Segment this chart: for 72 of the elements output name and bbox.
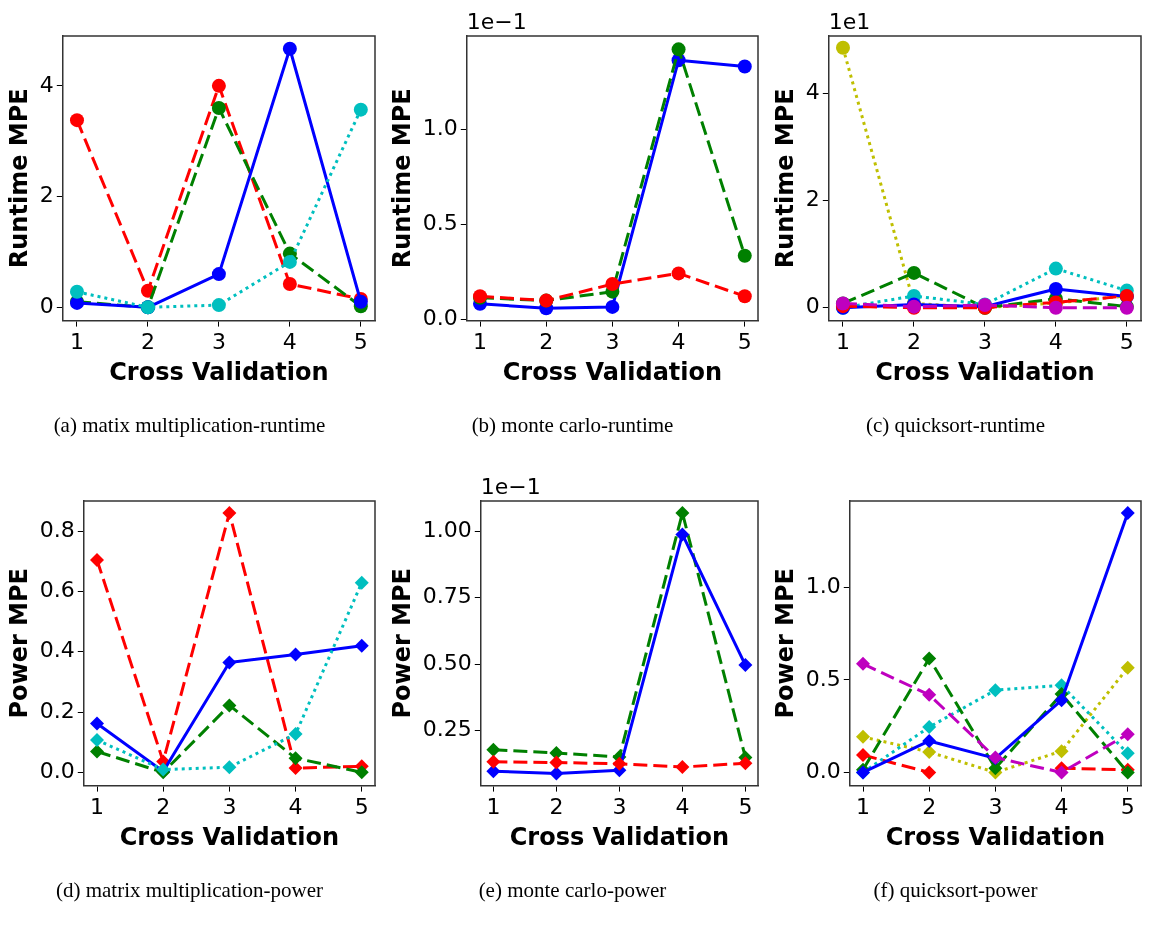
x-tick-label: 1 — [856, 793, 871, 819]
x-tick-label: 3 — [222, 793, 237, 819]
y-axis-title: Runtime MPE — [770, 88, 799, 269]
y-tick-label: 0.0 — [805, 758, 841, 784]
x-tick-label: 4 — [1048, 328, 1063, 354]
x-axis-title: Cross Validation — [109, 357, 329, 386]
y-tick-label: 0.0 — [422, 305, 458, 331]
y-axis-title: Runtime MPE — [387, 88, 416, 269]
x-tick-label: 1 — [90, 793, 105, 819]
x-tick-label: 5 — [737, 328, 752, 354]
x-tick-label: 3 — [977, 328, 992, 354]
text: 1e−1 — [466, 8, 527, 34]
y-tick-label: 0.5 — [422, 210, 458, 236]
x-tick-label: 1 — [835, 328, 850, 354]
x-tick-label: 2 — [922, 793, 937, 819]
x-tick-label: 3 — [605, 328, 620, 354]
x-tick-label: 2 — [906, 328, 921, 354]
y-tick-label: 0 — [805, 293, 820, 319]
y-tick-label: 2 — [805, 186, 820, 212]
x-tick-label: 4 — [671, 328, 686, 354]
y-tick-label: 0.0 — [39, 758, 75, 784]
y-tick-label: 0.8 — [39, 516, 75, 542]
text: (b) monte carlo-runtime — [471, 412, 674, 437]
x-tick-label: 5 — [1120, 793, 1135, 819]
text: 1e−1 — [480, 473, 541, 499]
text: 1e1 — [828, 8, 871, 34]
x-tick-label: 4 — [675, 793, 690, 819]
y-axis-title: Power MPE — [770, 568, 799, 719]
x-axis-title: Cross Validation — [875, 357, 1095, 386]
y-tick-label: 0.75 — [422, 583, 472, 609]
x-tick-label: 4 — [1054, 793, 1069, 819]
x-tick-label: 4 — [288, 793, 303, 819]
x-tick-label: 3 — [211, 328, 226, 354]
x-axis-title: Cross Validation — [509, 822, 730, 851]
x-tick-label: 1 — [473, 328, 488, 354]
x-tick-label: 2 — [140, 328, 155, 354]
x-tick-label: 2 — [539, 328, 554, 354]
y-axis-title: Power MPE — [4, 568, 33, 719]
text: (a) matix multiplication-runtime — [53, 412, 326, 437]
y-tick-label: 1.0 — [422, 115, 458, 140]
x-axis-title: Cross Validation — [119, 822, 340, 851]
x-tick-label: 2 — [156, 793, 171, 819]
y-tick-label: 4 — [805, 79, 820, 105]
x-tick-label: 5 — [354, 793, 369, 819]
x-tick-label: 5 — [353, 328, 368, 354]
text: (e) monte carlo-power — [478, 877, 667, 902]
x-tick-label: 3 — [988, 793, 1003, 819]
x-tick-label: 4 — [282, 328, 297, 354]
y-tick-label: 0.2 — [39, 697, 75, 723]
text: (f) quicksort-power — [873, 877, 1038, 902]
y-tick-label: 0.25 — [422, 716, 472, 742]
y-axis-title: Power MPE — [387, 568, 416, 719]
y-tick-label: 4 — [39, 71, 54, 97]
y-axis-title: Runtime MPE — [4, 88, 33, 269]
text: (c) quicksort-runtime — [865, 412, 1046, 437]
x-axis-title: Cross Validation — [885, 822, 1106, 851]
y-tick-label: 0.50 — [422, 649, 472, 675]
x-axis-title: Cross Validation — [502, 357, 723, 386]
x-tick-label: 2 — [549, 793, 564, 819]
y-tick-label: 2 — [39, 182, 54, 208]
y-tick-label: 0.5 — [805, 665, 841, 691]
x-tick-label: 5 — [1119, 328, 1134, 354]
y-tick-label: 0.4 — [39, 637, 75, 663]
x-tick-label: 3 — [612, 793, 627, 819]
y-tick-label: 0.6 — [39, 577, 75, 603]
x-tick-label: 1 — [486, 793, 501, 819]
y-tick-label: 0 — [39, 293, 54, 319]
x-tick-label: 5 — [738, 793, 753, 819]
y-tick-label: 1.0 — [805, 572, 841, 598]
text: (d) matrix multiplication-power — [55, 877, 324, 902]
x-tick-label: 1 — [69, 328, 84, 354]
y-tick-label: 1.00 — [422, 516, 472, 542]
